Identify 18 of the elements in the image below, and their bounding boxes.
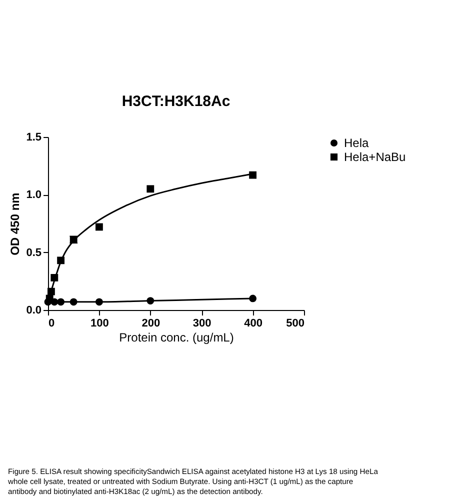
y-tick-label: 0.0 — [26, 304, 42, 316]
y-axis-title: OD 450 nm — [8, 192, 22, 256]
point — [146, 185, 154, 193]
x-tick-label: 400 — [244, 318, 262, 330]
x-tick-label: 500 — [286, 318, 304, 330]
y-tick-label: 1.5 — [26, 132, 42, 144]
x-tick-label: 300 — [192, 318, 212, 330]
legend-label: Hela+NaBu — [344, 150, 406, 164]
x-tick-label: 0 — [48, 318, 55, 330]
x-tick-label: 200 — [142, 318, 160, 330]
x-tick-label: 100 — [90, 318, 109, 330]
legend-label: Hela — [344, 136, 370, 150]
chart-title: H3CT:H3K18Ac — [122, 93, 230, 110]
x-axis-title: Protein conc. (ug/mL) — [119, 330, 234, 344]
point — [249, 171, 257, 179]
point — [95, 223, 103, 231]
y-tick-label: 0.5 — [26, 246, 42, 259]
y-tick-label: 1.0 — [26, 189, 42, 202]
